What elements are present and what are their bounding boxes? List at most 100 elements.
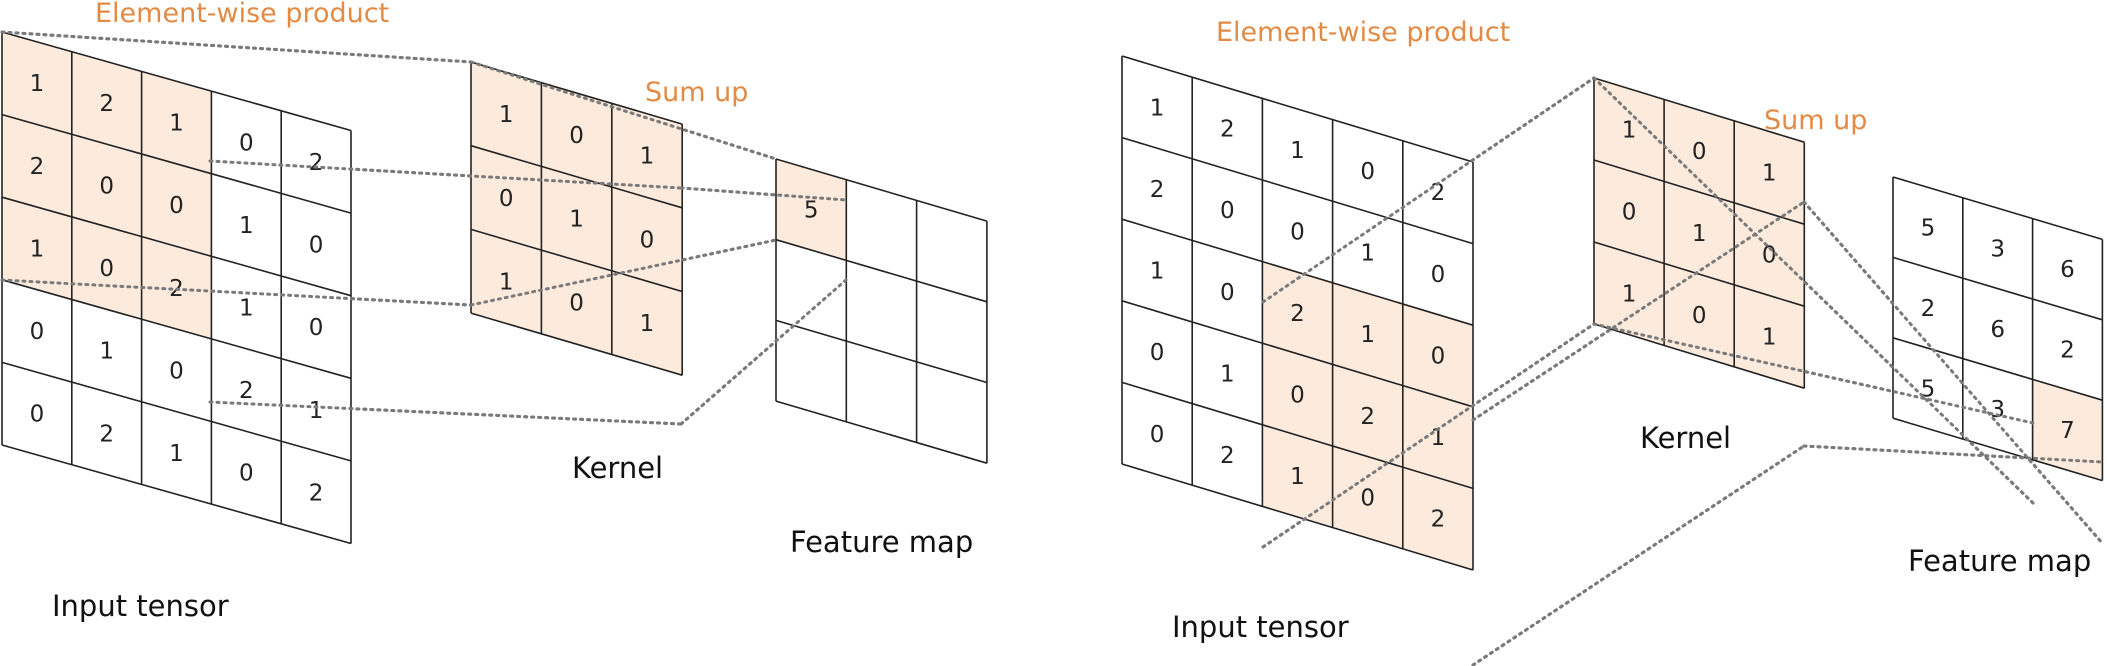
panel-2-feature-map-value: 2 [2060, 338, 2075, 364]
panel-1-feature-map-cell-1-2 [916, 281, 987, 383]
panel-1-feature-map-cell-1-0 [776, 239, 847, 342]
panel-2-input-tensor-value: 0 [1360, 485, 1375, 511]
panel-2-kernel: 1 0 1 0 1 0 1 0 1 [1593, 77, 1806, 389]
panel-1-input-tensor-cell-0-1 [71, 51, 142, 155]
panel-2-input-tensor-value: 2 [1290, 301, 1305, 327]
panel-2-kernel-row-line [1593, 241, 1805, 307]
panel-1-input-tensor-cell-2-0 [2, 197, 72, 300]
panel-1-input-tensor-value: 2 [30, 154, 45, 180]
panel-2-input-tensor-value: 0 [1431, 262, 1446, 288]
panel-1-input-tensor-cell-4-3 [211, 421, 282, 524]
panel-2-input-tensor-value: 0 [1290, 219, 1305, 245]
panel-1-input-tensor-value: 0 [239, 130, 254, 156]
panel-1-kernel-label: Kernel [572, 451, 663, 485]
panel-2-kernel-cell-0-0 [1594, 78, 1665, 182]
panel-2-input-tensor-row-line [1121, 55, 1474, 163]
panel-2-input-tensor-row-line [1121, 463, 1474, 571]
panel-1-feature-map-row-line [775, 319, 988, 384]
panel-1-input-tensor-cell-1-2 [141, 154, 212, 257]
panel-1-input-tensor-value: 1 [99, 339, 114, 365]
panel-1-kernel-cell-2-0 [471, 229, 542, 334]
panel-2-kernel-row-line [1593, 77, 1805, 143]
panel-2-feature-map-value: 6 [2060, 257, 2075, 283]
panel-1-input-tensor-value: 0 [99, 173, 114, 199]
panel-1-input-tensor-row-line [1, 279, 352, 380]
panel-2-feature-map-value: 3 [1990, 397, 2005, 423]
panel-1-feature-map-cell-0-2 [916, 200, 987, 302]
panel-2-feature-map-cell-0-1 [1962, 197, 2033, 299]
panel-2-kernel-cell-0-2 [1734, 120, 1805, 225]
panel-1-projection-line [0, 30, 473, 64]
panel-1-feature-map-cell-2-2 [916, 361, 987, 464]
panel-2-kernel-row-line [1593, 323, 1805, 389]
panel-2-input-tensor-value: 1 [1150, 259, 1165, 285]
panel-2-input-tensor-cell-3-1 [1192, 322, 1263, 425]
panel-2-feature-map-value: 3 [1990, 236, 2005, 262]
panel-1-feature-map-cell-2-0 [776, 320, 847, 422]
panel-2-input-tensor-value: 1 [1290, 464, 1305, 490]
panel-2-feature-map-value: 7 [2060, 418, 2075, 444]
panel-1-input-tensor-value: 2 [239, 378, 254, 404]
panel-1-feature-map-value: 5 [804, 198, 819, 224]
panel-2-kernel-label: Kernel [1640, 421, 1731, 455]
panel-1-input-tensor-row-line [1, 361, 352, 462]
panel-1-input-tensor-cell-0-2 [141, 71, 212, 174]
panel-1-input-tensor-value: 1 [30, 236, 45, 262]
panel-2-input-tensor-cell-0-4 [1402, 140, 1473, 244]
panel-1-projection-line [208, 159, 683, 190]
panel-1-kernel-row-line [470, 144, 683, 209]
panel-2-kernel-cell-1-1 [1664, 181, 1735, 285]
panel-2-kernel-value: 1 [1762, 161, 1777, 187]
panel-1-feature-map-row-line [775, 400, 988, 464]
panel-2-feature-map-value: 6 [1990, 317, 2005, 343]
panel-1-feature-map-cell-1-1 [846, 260, 917, 362]
panel-2-kernel-cell-1-0 [1594, 160, 1665, 264]
panel-1-input-tensor-cell-3-1 [71, 299, 142, 402]
panel-1-input-tensor-cell-4-0 [2, 362, 72, 465]
panel-2-kernel-value: 1 [1622, 118, 1637, 144]
panel-2-feature-map-row-line [1892, 176, 2103, 241]
panel-2-sum-label: Sum up [1764, 105, 1867, 136]
panel-2-kernel-value: 1 [1622, 282, 1637, 308]
panel-1-feature-map-cell-0-0 [776, 159, 847, 261]
panel-2-input-tensor-cell-2-1 [1192, 240, 1263, 344]
panel-2-kernel-value: 0 [1692, 139, 1707, 165]
panel-2-input-tensor-value: 1 [1290, 138, 1305, 164]
panel-2-input-tensor-cell-3-3 [1332, 364, 1403, 468]
panel-1-feature-map-row-line [775, 158, 988, 222]
panel-1-projection-line [679, 186, 848, 202]
panel-1-input-tensor-row-line [1, 444, 352, 545]
panel-2-feature-map-value: 5 [1921, 216, 1936, 242]
panel-1-input-tensor-cell-1-4 [281, 193, 351, 296]
panel-1-input-tensor-row-line [1, 113, 352, 214]
panel-1-input-tensor-cell-0-4 [281, 110, 351, 214]
panel-1-kernel-cell-0-0 [471, 62, 542, 167]
panel-1-input-tensor-value: 0 [30, 319, 45, 345]
panel-2-input-tensor-row-line [1121, 381, 1474, 490]
panel-2-input-tensor-cell-3-4 [1402, 385, 1473, 489]
panel-2-input-tensor-value: 2 [1431, 180, 1446, 206]
panel-1-kernel-row-line [470, 228, 683, 293]
panel-2-input-tensor-cell-3-0 [1122, 300, 1193, 404]
panel-1-kernel-cell-2-1 [541, 250, 612, 355]
panel-1-kernel-cell-0-2 [611, 103, 683, 208]
panel-2-input-tensor-value: 1 [1220, 361, 1235, 387]
panel-1-input-tensor-cell-3-4 [281, 358, 351, 461]
panel-2-kernel-value: 0 [1762, 243, 1777, 269]
panel-2-input-tensor-cell-1-2 [1262, 180, 1333, 283]
panel-1-input-tensor-value: 0 [309, 233, 324, 259]
panel-2-kernel-value: 0 [1622, 200, 1637, 226]
panel-2-input-tensor-row-line [1121, 218, 1474, 326]
panel-2-feature-map-cell-2-0 [1893, 337, 1963, 439]
panel-2-input-tensor-value: 1 [1360, 241, 1375, 267]
panel-1-projection-line [0, 278, 473, 307]
panel-1-input-tensor-value: 0 [99, 256, 114, 282]
panel-1-input-tensor-cell-2-2 [141, 236, 212, 339]
panel-1-input-tensor-cell-4-4 [281, 441, 351, 544]
panel-1-input-tensor-cell-4-1 [71, 382, 142, 485]
panel-1-kernel-value: 0 [569, 123, 584, 149]
panel-1-input-tensor-cell-4-2 [141, 401, 212, 505]
panel-1-input-tensor-cell-0-0 [2, 32, 72, 135]
panel-1-feature-label: Feature map [790, 525, 973, 559]
